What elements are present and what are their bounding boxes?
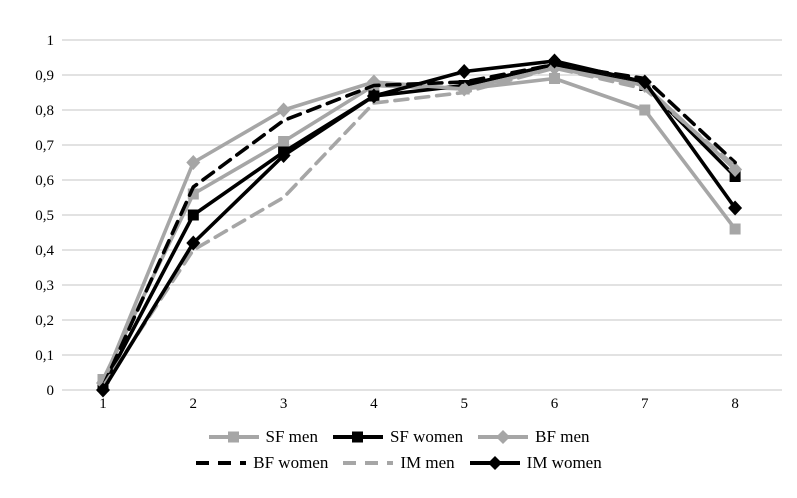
- legend-item-bf-women: BF women: [195, 454, 328, 471]
- black-square-marker-icon: [351, 431, 363, 442]
- black-diamond-marker-icon: [487, 455, 502, 470]
- legend-line-sample-sf-women: [332, 431, 383, 442]
- marker-im-women-x2: [186, 235, 201, 251]
- y-tick-label: 0,6: [35, 173, 54, 189]
- series-line-sf-men: [101, 76, 737, 382]
- line-chart-plot: 0 0,1 0,2 0,3 0,4 0,5 0,6 0,7 0,8 0,9 1 1 2 3 4 5 6 7 8: [35, 33, 782, 412]
- legend-line-sample-bf-men: [478, 429, 529, 444]
- y-tick-label: 0,7: [35, 138, 54, 154]
- series-line-im-women: [101, 59, 737, 392]
- marker-im-women-x7: [637, 74, 652, 90]
- legend-label-im-men: IM men: [400, 453, 455, 472]
- y-tick-label: 0,8: [35, 103, 54, 119]
- x-tick-label: 4: [370, 396, 378, 412]
- chart-legend: SF men SF women BF men BF women IM men IM wom…: [0, 428, 797, 471]
- marker-sf-men-x7: [639, 104, 651, 116]
- marker-im-women-x8: [728, 200, 743, 216]
- series-line-im-men: [101, 66, 737, 389]
- marker-sf-women-x2: [187, 209, 199, 221]
- y-tick-label: 0,2: [35, 313, 54, 329]
- y-tick-label: 0: [47, 383, 55, 399]
- y-tick-label: 0,5: [35, 208, 54, 224]
- legend-line-sample-im-men: [343, 460, 394, 465]
- x-tick-label: 1: [99, 396, 107, 412]
- y-tick-label: 0,4: [35, 243, 54, 259]
- marker-sf-men-x2: [187, 188, 199, 200]
- marker-im-women-x5: [457, 64, 472, 79]
- marker-bf-men-x8: [728, 162, 743, 177]
- marker-sf-men-x8: [729, 223, 741, 235]
- legend-row-2: BF women IM men IM women: [195, 453, 602, 472]
- x-tick-label: 6: [551, 396, 559, 412]
- legend-item-im-women: IM women: [469, 454, 602, 471]
- marker-im-women-x1: [96, 382, 110, 398]
- x-tick-label: 7: [641, 396, 649, 412]
- marker-bf-men-x3: [276, 102, 291, 118]
- y-tick-label: 1: [47, 33, 55, 49]
- y-tick-label: 0,1: [35, 348, 54, 364]
- x-tick-label: 8: [731, 396, 739, 412]
- legend-item-bf-men: BF men: [477, 428, 589, 445]
- gray-square-marker-icon: [227, 431, 239, 442]
- x-tick-label: 3: [280, 396, 288, 412]
- legend-line-sample-sf-men: [208, 431, 259, 442]
- legend-line-sample-im-women: [469, 455, 520, 470]
- legend-item-im-men: IM men: [342, 453, 455, 472]
- legend-label-sf-men: SF men: [265, 427, 318, 446]
- legend-line-sample-bf-women: [196, 460, 247, 465]
- legend-label-bf-women: BF women: [253, 453, 329, 472]
- y-tick-label: 0,3: [35, 278, 54, 294]
- y-tick-label: 0,9: [35, 68, 54, 84]
- marker-sf-men-x3: [278, 136, 290, 147]
- legend-row-1: SF men SF women BF men: [208, 428, 589, 445]
- legend-label-bf-men: BF men: [535, 427, 590, 446]
- marker-im-women-x3: [276, 148, 291, 163]
- marker-bf-men-x2: [186, 155, 201, 170]
- x-tick-label: 2: [190, 396, 198, 412]
- legend-item-sf-women: SF women: [332, 428, 463, 445]
- legend-label-im-women: IM women: [526, 453, 602, 472]
- legend-label-sf-women: SF women: [389, 427, 464, 446]
- gray-diamond-marker-icon: [496, 429, 511, 444]
- legend-item-sf-men: SF men: [208, 428, 318, 445]
- marker-im-women-x4: [366, 88, 381, 104]
- x-tick-label: 5: [460, 396, 468, 412]
- marker-im-women-x6: [547, 53, 562, 69]
- marker-sf-men-x6: [549, 73, 560, 84]
